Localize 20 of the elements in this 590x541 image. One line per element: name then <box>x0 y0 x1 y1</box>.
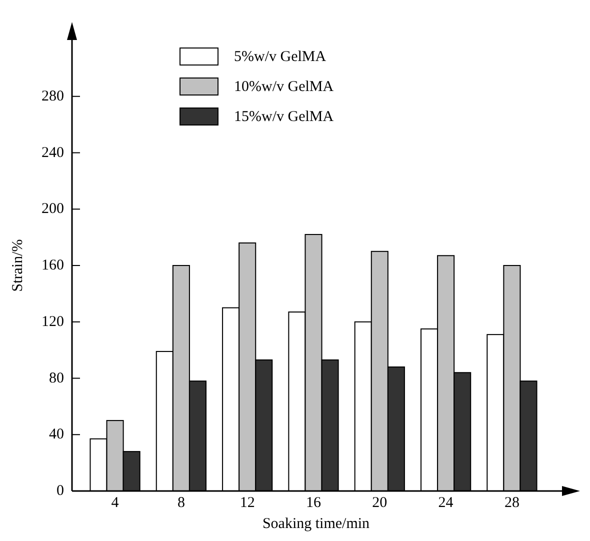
y-tick-label: 240 <box>42 144 64 161</box>
legend-label: 10%w/v GelMA <box>234 79 334 95</box>
x-tick-label: 28 <box>504 495 520 511</box>
y-tick-label: 80 <box>49 370 64 386</box>
legend-label: 15%w/v GelMA <box>234 109 334 125</box>
x-tick-label: 24 <box>438 495 454 511</box>
y-tick-label: 40 <box>49 426 64 443</box>
y-tick-label: 0 <box>56 483 64 499</box>
y-tick-label: 280 <box>42 88 64 104</box>
x-tick-label: 16 <box>306 495 322 511</box>
y-tick-label: 120 <box>42 314 64 330</box>
y-tick-label: 160 <box>42 258 64 274</box>
x-tick-label: 8 <box>177 495 185 511</box>
x-tick-label: 20 <box>372 495 388 511</box>
x-tick-label: 12 <box>240 495 255 511</box>
y-axis-title: Strain/% <box>10 239 26 292</box>
x-tick-label: 4 <box>111 495 120 511</box>
legend-label: 5%w/v GelMA <box>234 49 326 65</box>
y-tick-label: 200 <box>42 201 64 218</box>
x-axis-title: Soaking time/min <box>262 516 370 532</box>
